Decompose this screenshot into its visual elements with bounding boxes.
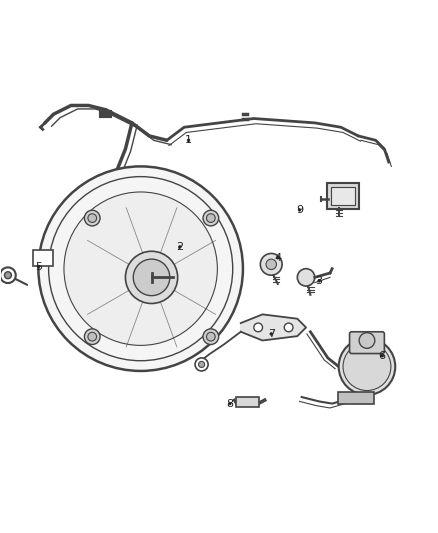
Circle shape xyxy=(39,166,243,371)
Text: 4: 4 xyxy=(274,253,281,263)
Circle shape xyxy=(276,256,279,259)
Text: 6: 6 xyxy=(379,351,386,361)
Text: 5: 5 xyxy=(35,262,42,271)
Circle shape xyxy=(270,333,272,335)
FancyBboxPatch shape xyxy=(338,392,374,405)
Circle shape xyxy=(284,323,293,332)
Circle shape xyxy=(37,265,40,268)
Circle shape xyxy=(195,358,208,371)
Circle shape xyxy=(64,192,217,345)
Circle shape xyxy=(203,329,219,344)
Circle shape xyxy=(198,361,205,367)
Text: 8: 8 xyxy=(226,399,233,409)
FancyBboxPatch shape xyxy=(327,183,359,208)
Circle shape xyxy=(297,269,315,286)
Circle shape xyxy=(359,333,375,349)
Text: 2: 2 xyxy=(176,242,184,252)
Circle shape xyxy=(133,259,170,296)
Circle shape xyxy=(179,246,181,248)
Circle shape xyxy=(0,268,16,283)
Circle shape xyxy=(266,259,276,270)
FancyBboxPatch shape xyxy=(236,397,259,407)
Text: 1: 1 xyxy=(185,135,192,146)
Text: 3: 3 xyxy=(316,276,323,286)
Text: 9: 9 xyxy=(296,205,303,215)
Circle shape xyxy=(229,402,231,405)
Circle shape xyxy=(88,214,97,222)
Circle shape xyxy=(85,329,100,344)
Circle shape xyxy=(85,210,100,226)
Circle shape xyxy=(318,279,321,282)
Circle shape xyxy=(254,323,262,332)
Circle shape xyxy=(203,210,219,226)
Circle shape xyxy=(206,214,215,222)
Circle shape xyxy=(381,354,384,357)
Circle shape xyxy=(187,139,190,142)
Circle shape xyxy=(125,251,178,303)
Circle shape xyxy=(298,208,301,211)
Circle shape xyxy=(206,333,215,341)
Circle shape xyxy=(343,343,391,391)
FancyBboxPatch shape xyxy=(33,250,53,265)
FancyBboxPatch shape xyxy=(350,332,385,353)
Text: 7: 7 xyxy=(268,329,275,339)
Polygon shape xyxy=(241,314,306,341)
Circle shape xyxy=(4,272,11,279)
Circle shape xyxy=(88,333,97,341)
FancyBboxPatch shape xyxy=(331,187,355,205)
Circle shape xyxy=(260,254,282,275)
Circle shape xyxy=(339,338,395,395)
